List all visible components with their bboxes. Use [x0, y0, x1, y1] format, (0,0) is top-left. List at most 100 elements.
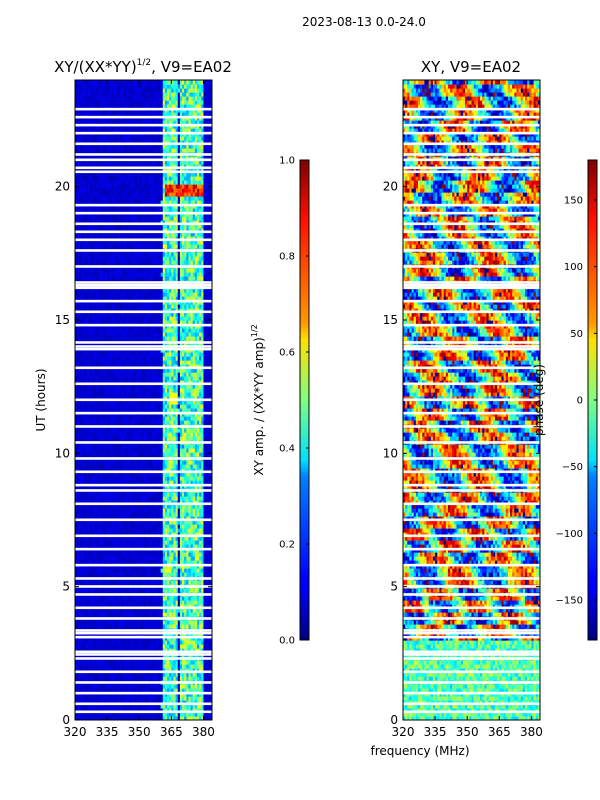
- amp-heatmap-cell: [87, 520, 91, 525]
- amp-heatmap-cell: [190, 668, 194, 673]
- amp-heatmap-cell: [175, 612, 179, 617]
- amp-heatmap-cell: [177, 512, 181, 517]
- amp-heatmap-cell: [169, 504, 172, 509]
- amp-heatmap-cell: [184, 452, 187, 457]
- amp-heatmap-cell: [132, 608, 136, 613]
- amp-heatmap-cell: [119, 644, 123, 649]
- amp-heatmap-cell: [89, 492, 93, 497]
- amp-heatmap-cell: [104, 452, 108, 457]
- amp-heatmap-cell: [134, 612, 138, 617]
- amp-heatmap-cell: [182, 428, 185, 433]
- amp-heatmap-cell: [100, 664, 104, 669]
- amp-heatmap-cell: [186, 540, 190, 545]
- amp-heatmap-cell: [128, 508, 132, 513]
- amp-heatmap-cell: [85, 416, 89, 421]
- amp-heatmap-cell: [199, 600, 202, 605]
- amp-heatmap-cell: [160, 436, 164, 441]
- amp-heatmap-cell: [124, 504, 127, 509]
- amp-heatmap-cell: [143, 500, 147, 505]
- amp-heatmap-cell: [182, 464, 185, 469]
- amp-heatmap-cell: [81, 660, 85, 665]
- amp-heatmap-cell: [203, 444, 207, 449]
- amp-heatmap-cell: [75, 712, 78, 717]
- amp-heatmap-cell: [94, 580, 98, 585]
- amp-heatmap-cell: [194, 416, 198, 421]
- amp-heatmap-cell: [85, 480, 89, 485]
- amp-heatmap-cell: [102, 596, 106, 601]
- amp-heatmap-cell: [173, 468, 177, 473]
- amp-heatmap-cell: [209, 672, 212, 677]
- amp-heatmap-cell: [117, 516, 121, 521]
- amp-heatmap-cell: [79, 620, 83, 625]
- amp-heatmap-cell: [92, 600, 95, 605]
- amp-heatmap-cell: [194, 516, 198, 521]
- amp-heatmap-cell: [169, 428, 172, 433]
- amp-heatmap-cell: [162, 552, 166, 557]
- amp-heatmap-cell: [100, 668, 104, 673]
- amp-heatmap-cell: [126, 436, 130, 441]
- amp-heatmap-cell: [139, 644, 142, 649]
- amp-heatmap-cell: [137, 624, 140, 629]
- amp-heatmap-cell: [137, 508, 140, 513]
- amp-heatmap-cell: [182, 608, 185, 613]
- amp-heatmap-cell: [111, 596, 115, 601]
- amp-heatmap-cell: [109, 516, 112, 521]
- amp-heatmap-cell: [137, 612, 140, 617]
- amp-heatmap-cell: [132, 492, 136, 497]
- amp-heatmap-cell: [177, 504, 181, 509]
- amp-heatmap-cell: [124, 480, 127, 485]
- amp-heatmap-cell: [81, 460, 85, 465]
- amp-heatmap-cell: [85, 604, 89, 609]
- amp-heatmap-cell: [209, 540, 212, 545]
- amp-heatmap-cell: [186, 420, 190, 425]
- amp-heatmap-cell: [107, 448, 110, 453]
- amp-heatmap-cell: [83, 512, 87, 517]
- amp-heatmap-cell: [188, 664, 192, 669]
- amp-heatmap-cell: [182, 676, 185, 681]
- amp-heatmap-cell: [139, 516, 142, 521]
- amp-heatmap-cell: [124, 464, 127, 469]
- amp-heatmap-cell: [98, 448, 102, 453]
- amp-heatmap-cell: [100, 620, 104, 625]
- amp-heatmap-cell: [190, 500, 194, 505]
- amp-heatmap-cell: [113, 552, 117, 557]
- amp-heatmap-cell: [154, 676, 157, 681]
- amp-heatmap-cell: [147, 552, 151, 557]
- amp-heatmap-cell: [102, 420, 106, 425]
- amp-heatmap-cell: [75, 524, 78, 529]
- amp-heatmap-cell: [182, 684, 185, 689]
- amp-heatmap-cell: [96, 432, 100, 437]
- amp-heatmap-cell: [98, 500, 102, 505]
- amp-heatmap-cell: [186, 476, 190, 481]
- amp-heatmap-cell: [122, 536, 125, 541]
- amp-heatmap-cell: [100, 588, 104, 593]
- amp-heatmap-cell: [171, 600, 175, 605]
- amp-heatmap-cell: [194, 524, 198, 529]
- amp-heatmap-cell: [89, 508, 93, 513]
- amp-heatmap-cell: [201, 560, 205, 565]
- amp-heatmap-cell: [130, 492, 134, 497]
- amp-heatmap-cell: [164, 640, 168, 645]
- amp-heatmap-cell: [104, 492, 108, 497]
- amp-heatmap-cell: [207, 468, 211, 473]
- amp-heatmap-cell: [184, 620, 187, 625]
- amp-heatmap-cell: [134, 608, 138, 613]
- amp-heatmap-cell: [175, 696, 179, 701]
- amp-heatmap-cell: [100, 552, 104, 557]
- amp-heatmap-cell: [171, 492, 175, 497]
- amp-heatmap-cell: [160, 516, 164, 521]
- amp-heatmap-cell: [89, 588, 93, 593]
- amp-heatmap-cell: [175, 660, 179, 665]
- amp-heatmap-cell: [100, 704, 104, 709]
- amp-heatmap-cell: [209, 580, 212, 585]
- amp-heatmap-cell: [197, 644, 200, 649]
- amp-heatmap-cell: [169, 556, 172, 561]
- amp-heatmap-cell: [207, 700, 211, 705]
- amp-heatmap-cell: [188, 552, 192, 557]
- amp-heatmap-cell: [79, 524, 83, 529]
- amp-heatmap-cell: [149, 588, 153, 593]
- amp-heatmap-cell: [117, 704, 121, 709]
- amp-heatmap-cell: [109, 444, 112, 449]
- amp-heatmap-cell: [194, 648, 198, 653]
- amp-heatmap-cell: [143, 540, 147, 545]
